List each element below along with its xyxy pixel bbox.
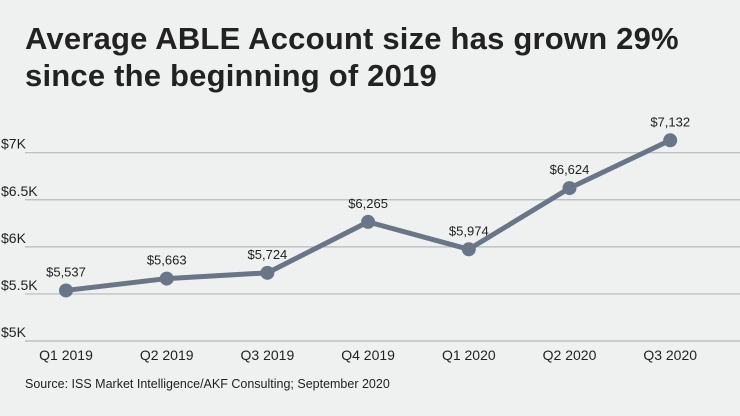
data-point [159, 271, 174, 286]
data-label: $6,624 [550, 162, 590, 177]
x-tick-label: Q4 2019 [341, 347, 395, 363]
x-tick-label: Q3 2020 [643, 347, 697, 363]
x-tick-label: Q1 2019 [39, 347, 93, 363]
y-tick-label: $6.5K [1, 183, 38, 199]
chart-title: Average ABLE Account size has grown 29% … [25, 21, 679, 93]
data-label: $5,663 [147, 253, 187, 268]
x-tick-label: Q1 2020 [442, 347, 496, 363]
data-point [59, 283, 73, 298]
data-label: $7,132 [650, 114, 690, 129]
data-label: $6,265 [348, 196, 388, 211]
data-point [562, 181, 577, 196]
y-tick-label: $5.5K [1, 277, 38, 293]
data-point [461, 242, 476, 257]
data-label: $5,974 [449, 223, 489, 238]
x-tick-label: Q2 2019 [140, 347, 194, 363]
data-label: $5,724 [248, 247, 288, 262]
data-label: $5,537 [46, 264, 86, 279]
data-point [663, 133, 678, 148]
source-note: Source: ISS Market Intelligence/AKF Cons… [25, 377, 390, 391]
y-tick-label: $7K [1, 136, 27, 152]
data-point [260, 265, 275, 280]
x-tick-label: Q3 2019 [241, 347, 295, 363]
y-tick-label: $6K [1, 230, 27, 246]
x-tick-label: Q2 2020 [543, 347, 597, 363]
data-point [361, 214, 376, 229]
y-tick-label: $5K [1, 324, 27, 340]
